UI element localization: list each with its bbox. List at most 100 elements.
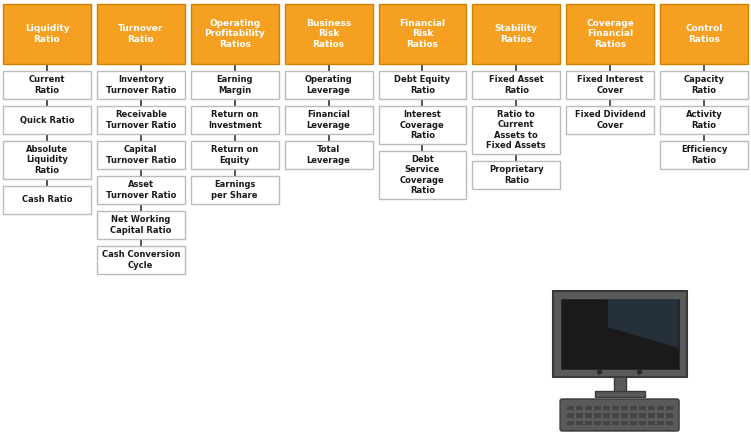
FancyBboxPatch shape	[3, 186, 91, 214]
Circle shape	[598, 370, 602, 374]
FancyBboxPatch shape	[660, 141, 748, 169]
FancyBboxPatch shape	[285, 4, 372, 64]
FancyBboxPatch shape	[97, 246, 185, 274]
FancyBboxPatch shape	[97, 4, 185, 64]
FancyBboxPatch shape	[611, 412, 619, 418]
Text: Earnings
per Share: Earnings per Share	[212, 180, 258, 200]
FancyBboxPatch shape	[560, 399, 679, 431]
FancyBboxPatch shape	[665, 412, 673, 418]
FancyBboxPatch shape	[593, 420, 601, 425]
FancyBboxPatch shape	[191, 71, 279, 99]
FancyBboxPatch shape	[191, 106, 279, 134]
Text: Operating
Profitability
Ratios: Operating Profitability Ratios	[204, 19, 265, 49]
Text: Operating
Leverage: Operating Leverage	[305, 75, 352, 95]
FancyBboxPatch shape	[191, 176, 279, 204]
FancyBboxPatch shape	[656, 412, 664, 418]
FancyBboxPatch shape	[472, 4, 560, 64]
FancyBboxPatch shape	[566, 4, 654, 64]
FancyBboxPatch shape	[472, 161, 560, 189]
Text: Proprietary
Ratio: Proprietary Ratio	[489, 165, 544, 185]
Text: Return on
Equity: Return on Equity	[211, 145, 258, 164]
Text: Interest
Coverage
Ratio: Interest Coverage Ratio	[400, 110, 445, 140]
Text: Receivable
Turnover Ratio: Receivable Turnover Ratio	[106, 110, 176, 130]
Text: Efficiency
Ratio: Efficiency Ratio	[681, 145, 727, 164]
FancyBboxPatch shape	[379, 106, 466, 144]
FancyBboxPatch shape	[629, 420, 637, 425]
FancyBboxPatch shape	[97, 211, 185, 239]
Text: Financial
Leverage: Financial Leverage	[306, 110, 351, 130]
FancyBboxPatch shape	[647, 405, 655, 410]
FancyBboxPatch shape	[379, 71, 466, 99]
Text: Return on
Investment: Return on Investment	[208, 110, 261, 130]
FancyBboxPatch shape	[647, 412, 655, 418]
FancyBboxPatch shape	[660, 106, 748, 134]
Text: Inventory
Turnover Ratio: Inventory Turnover Ratio	[106, 75, 176, 95]
FancyBboxPatch shape	[191, 141, 279, 169]
FancyBboxPatch shape	[3, 141, 91, 179]
FancyBboxPatch shape	[379, 151, 466, 199]
FancyBboxPatch shape	[595, 391, 644, 397]
Text: Debt
Service
Coverage
Ratio: Debt Service Coverage Ratio	[400, 155, 445, 195]
FancyBboxPatch shape	[620, 412, 628, 418]
FancyBboxPatch shape	[584, 412, 592, 418]
Text: Cash Ratio: Cash Ratio	[22, 195, 72, 205]
FancyBboxPatch shape	[3, 4, 91, 64]
FancyBboxPatch shape	[584, 420, 592, 425]
FancyBboxPatch shape	[191, 4, 279, 64]
Text: Total
Leverage: Total Leverage	[306, 145, 351, 164]
FancyBboxPatch shape	[379, 4, 466, 64]
Text: Capacity
Ratio: Capacity Ratio	[683, 75, 725, 95]
Text: Current
Ratio: Current Ratio	[29, 75, 65, 95]
FancyBboxPatch shape	[566, 405, 574, 410]
FancyBboxPatch shape	[614, 375, 626, 391]
Text: Debt Equity
Ratio: Debt Equity Ratio	[394, 75, 451, 95]
FancyBboxPatch shape	[665, 405, 673, 410]
FancyBboxPatch shape	[620, 405, 628, 410]
FancyBboxPatch shape	[629, 412, 637, 418]
FancyBboxPatch shape	[638, 420, 646, 425]
Text: Fixed Asset
Ratio: Fixed Asset Ratio	[489, 75, 544, 95]
Polygon shape	[608, 299, 679, 348]
Text: Financial
Risk
Ratios: Financial Risk Ratios	[400, 19, 445, 49]
FancyBboxPatch shape	[97, 71, 185, 99]
FancyBboxPatch shape	[285, 141, 372, 169]
Text: Absolute
Liquidity
Ratio: Absolute Liquidity Ratio	[26, 145, 68, 175]
Text: Quick Ratio: Quick Ratio	[20, 116, 74, 124]
Text: Cash Conversion
Cycle: Cash Conversion Cycle	[101, 250, 180, 270]
FancyBboxPatch shape	[602, 405, 610, 410]
FancyBboxPatch shape	[602, 420, 610, 425]
FancyBboxPatch shape	[560, 299, 679, 369]
Text: Fixed Interest
Cover: Fixed Interest Cover	[577, 75, 644, 95]
FancyBboxPatch shape	[3, 106, 91, 134]
Text: Capital
Turnover Ratio: Capital Turnover Ratio	[106, 145, 176, 164]
FancyBboxPatch shape	[611, 420, 619, 425]
Text: Ratio to
Current
Assets to
Fixed Assets: Ratio to Current Assets to Fixed Assets	[487, 110, 546, 150]
FancyBboxPatch shape	[584, 405, 592, 410]
FancyBboxPatch shape	[575, 405, 583, 410]
Text: Asset
Turnover Ratio: Asset Turnover Ratio	[106, 180, 176, 200]
FancyBboxPatch shape	[602, 412, 610, 418]
FancyBboxPatch shape	[97, 176, 185, 204]
FancyBboxPatch shape	[593, 412, 601, 418]
Text: Activity
Ratio: Activity Ratio	[686, 110, 722, 130]
Text: Earning
Margin: Earning Margin	[216, 75, 253, 95]
FancyBboxPatch shape	[472, 106, 560, 154]
FancyBboxPatch shape	[620, 420, 628, 425]
FancyBboxPatch shape	[285, 106, 372, 134]
Text: Coverage
Financial
Ratios: Coverage Financial Ratios	[587, 19, 634, 49]
FancyBboxPatch shape	[665, 420, 673, 425]
FancyBboxPatch shape	[3, 71, 91, 99]
FancyBboxPatch shape	[566, 420, 574, 425]
FancyBboxPatch shape	[566, 106, 654, 134]
FancyBboxPatch shape	[285, 71, 372, 99]
FancyBboxPatch shape	[656, 420, 664, 425]
FancyBboxPatch shape	[575, 412, 583, 418]
Text: Liquidity
Ratio: Liquidity Ratio	[25, 24, 69, 44]
Text: Net Working
Capital Ratio: Net Working Capital Ratio	[110, 215, 171, 235]
FancyBboxPatch shape	[566, 71, 654, 99]
Text: Business
Risk
Ratios: Business Risk Ratios	[306, 19, 351, 49]
FancyBboxPatch shape	[575, 420, 583, 425]
FancyBboxPatch shape	[629, 405, 637, 410]
Text: Fixed Dividend
Cover: Fixed Dividend Cover	[575, 110, 646, 130]
FancyBboxPatch shape	[638, 412, 646, 418]
